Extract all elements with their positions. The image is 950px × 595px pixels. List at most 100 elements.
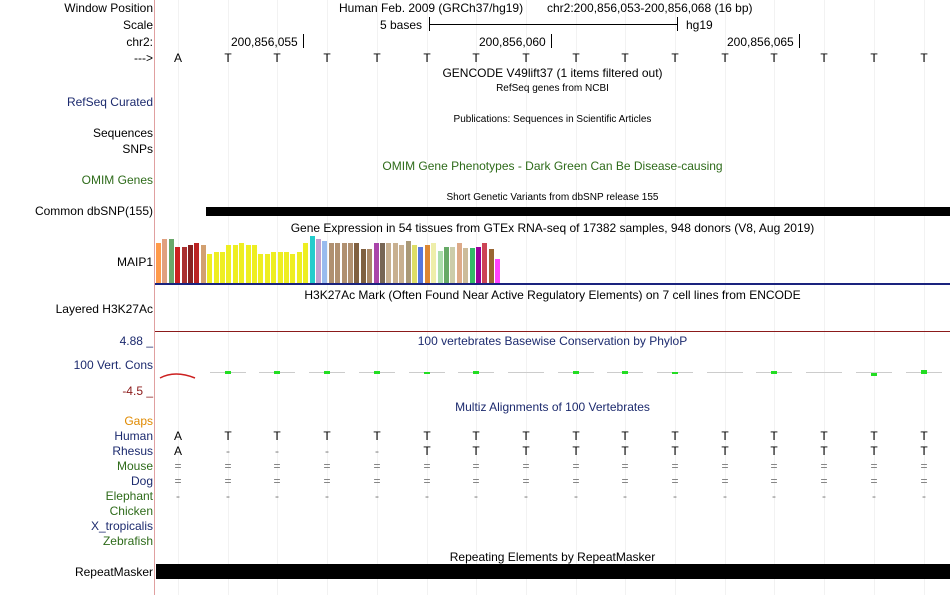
gtex-track-title[interactable]: Gene Expression in 54 tissues from GTEx …: [290, 221, 815, 235]
gtex-tissue-bar[interactable]: [175, 247, 180, 283]
alignment-cell: -: [226, 489, 230, 503]
species-label-rhesus[interactable]: Rhesus: [112, 444, 153, 458]
gtex-tissue-bar[interactable]: [322, 241, 327, 283]
gtex-tissue-bar[interactable]: [495, 259, 500, 283]
grid-line: [675, 0, 676, 595]
gtex-tissue-bar[interactable]: [297, 252, 302, 283]
h3k27ac-label[interactable]: Layered H3K27Ac: [55, 302, 153, 316]
phylop-score-bar[interactable]: [672, 372, 678, 374]
gtex-tissue-bar[interactable]: [201, 245, 206, 283]
repeatmasker-feature-bar[interactable]: [156, 564, 950, 579]
gtex-tissue-bar[interactable]: [470, 248, 475, 283]
gtex-tissue-bar[interactable]: [207, 254, 212, 283]
species-label-mouse[interactable]: Mouse: [116, 459, 153, 473]
gtex-tissue-bar[interactable]: [482, 243, 487, 283]
gtex-tissue-bar[interactable]: [367, 249, 372, 283]
gtex-tissue-bar[interactable]: [310, 236, 315, 283]
gtex-tissue-bar[interactable]: [425, 245, 430, 283]
dbsnp-track-title[interactable]: Short Genetic Variants from dbSNP releas…: [446, 192, 659, 203]
phylop-track-title[interactable]: 100 vertebrates Basewise Conservation by…: [417, 334, 688, 348]
phylop-score-bar[interactable]: [921, 370, 927, 374]
gtex-tissue-bar[interactable]: [271, 252, 276, 283]
gtex-tissue-bar[interactable]: [169, 239, 174, 283]
gtex-tissue-bar[interactable]: [188, 245, 193, 283]
repeatmasker-track-title[interactable]: Repeating Elements by RepeatMasker: [449, 550, 656, 564]
gtex-tissue-bar[interactable]: [290, 254, 295, 283]
refseq-track-title[interactable]: RefSeq genes from NCBI: [496, 83, 609, 94]
gtex-tissue-bar[interactable]: [252, 245, 257, 283]
gtex-tissue-bar[interactable]: [476, 247, 481, 283]
phylop-score-bar[interactable]: [573, 371, 579, 374]
gtex-tissue-bar[interactable]: [444, 247, 449, 283]
publications-track-title[interactable]: Publications: Sequences in Scientific Ar…: [453, 114, 652, 125]
gtex-tissue-bar[interactable]: [284, 252, 289, 283]
gtex-tissue-bar[interactable]: [463, 248, 468, 283]
gtex-tissue-bar[interactable]: [438, 251, 443, 283]
gtex-tissue-bar[interactable]: [156, 243, 161, 283]
phylop-score-bar[interactable]: [871, 373, 877, 376]
gtex-tissue-bar[interactable]: [246, 245, 251, 283]
phylop-negative-arc: [159, 373, 196, 379]
phylop-score-bar[interactable]: [374, 371, 380, 374]
species-label-dog[interactable]: Dog: [130, 474, 153, 488]
gtex-tissue-bar[interactable]: [220, 252, 225, 283]
gtex-tissue-bar[interactable]: [361, 249, 366, 283]
phylop-score-bar[interactable]: [274, 371, 280, 374]
species-label-x_tropicalis[interactable]: X_tropicalis: [90, 519, 153, 533]
gtex-tissue-bar[interactable]: [278, 252, 283, 283]
omim-genes-label[interactable]: OMIM Genes: [81, 173, 153, 187]
gtex-tissue-bar[interactable]: [399, 245, 404, 283]
gtex-tissue-bar[interactable]: [450, 247, 455, 283]
species-label-zebrafish[interactable]: Zebrafish: [102, 534, 153, 548]
gtex-tissue-bar[interactable]: [194, 243, 199, 283]
repeatmasker-label[interactable]: RepeatMasker: [74, 565, 153, 579]
refseq-curated-label[interactable]: RefSeq Curated: [66, 95, 153, 109]
phylop-score-bar[interactable]: [473, 371, 479, 374]
gtex-tissue-bar[interactable]: [316, 239, 321, 283]
gencode-track-title[interactable]: GENCODE V49lift37 (1 items filtered out): [442, 66, 663, 80]
gtex-tissue-bar[interactable]: [214, 252, 219, 283]
species-label-human[interactable]: Human: [114, 429, 153, 443]
gtex-tissue-bar[interactable]: [380, 243, 385, 283]
gtex-tissue-bar[interactable]: [489, 249, 494, 283]
gtex-tissue-bar[interactable]: [406, 241, 411, 283]
snps-label[interactable]: SNPs: [122, 142, 153, 156]
gaps-label[interactable]: Gaps: [124, 414, 153, 428]
gtex-tissue-bar[interactable]: [393, 243, 398, 283]
species-label-chicken[interactable]: Chicken: [109, 504, 153, 518]
gtex-tissue-bar[interactable]: [239, 243, 244, 283]
sequences-label[interactable]: Sequences: [92, 126, 153, 140]
phylop-score-bar[interactable]: [324, 371, 330, 374]
gtex-tissue-bar[interactable]: [348, 243, 353, 283]
gtex-tissue-bar[interactable]: [182, 247, 187, 283]
maip1-label[interactable]: MAIP1: [116, 255, 153, 269]
gtex-tissue-bar[interactable]: [386, 243, 391, 283]
omim-track-title[interactable]: OMIM Gene Phenotypes - Dark Green Can Be…: [382, 159, 723, 173]
gtex-tissue-bar[interactable]: [418, 247, 423, 283]
phylop-score-bar[interactable]: [622, 371, 628, 374]
gtex-tissue-bar[interactable]: [303, 243, 308, 283]
gtex-tissue-bar[interactable]: [374, 243, 379, 283]
label-divider[interactable]: [154, 0, 155, 595]
gtex-tissue-bar[interactable]: [431, 243, 436, 283]
gtex-tissue-bar[interactable]: [412, 245, 417, 283]
gtex-tissue-bar[interactable]: [354, 243, 359, 283]
species-label-elephant[interactable]: Elephant: [105, 489, 153, 503]
dbsnp-feature-bar[interactable]: [206, 207, 950, 216]
gtex-tissue-bar[interactable]: [329, 243, 334, 283]
phylop-score-bar[interactable]: [225, 371, 231, 374]
gtex-tissue-bar[interactable]: [342, 243, 347, 283]
gtex-tissue-bar[interactable]: [258, 254, 263, 283]
gtex-tissue-bar[interactable]: [226, 245, 231, 283]
gtex-tissue-bar[interactable]: [233, 245, 238, 283]
h3k27ac-track-title[interactable]: H3K27Ac Mark (Often Found Near Active Re…: [304, 288, 801, 302]
phylop-score-bar[interactable]: [771, 371, 777, 374]
dbsnp-label[interactable]: Common dbSNP(155): [34, 204, 153, 218]
cons-label[interactable]: 100 Vert. Cons: [73, 358, 153, 372]
multiz-track-title[interactable]: Multiz Alignments of 100 Vertebrates: [455, 400, 650, 414]
gtex-tissue-bar[interactable]: [162, 239, 167, 283]
phylop-score-bar[interactable]: [424, 372, 430, 374]
gtex-tissue-bar[interactable]: [457, 243, 462, 283]
gtex-tissue-bar[interactable]: [265, 254, 270, 283]
gtex-tissue-bar[interactable]: [335, 243, 340, 283]
